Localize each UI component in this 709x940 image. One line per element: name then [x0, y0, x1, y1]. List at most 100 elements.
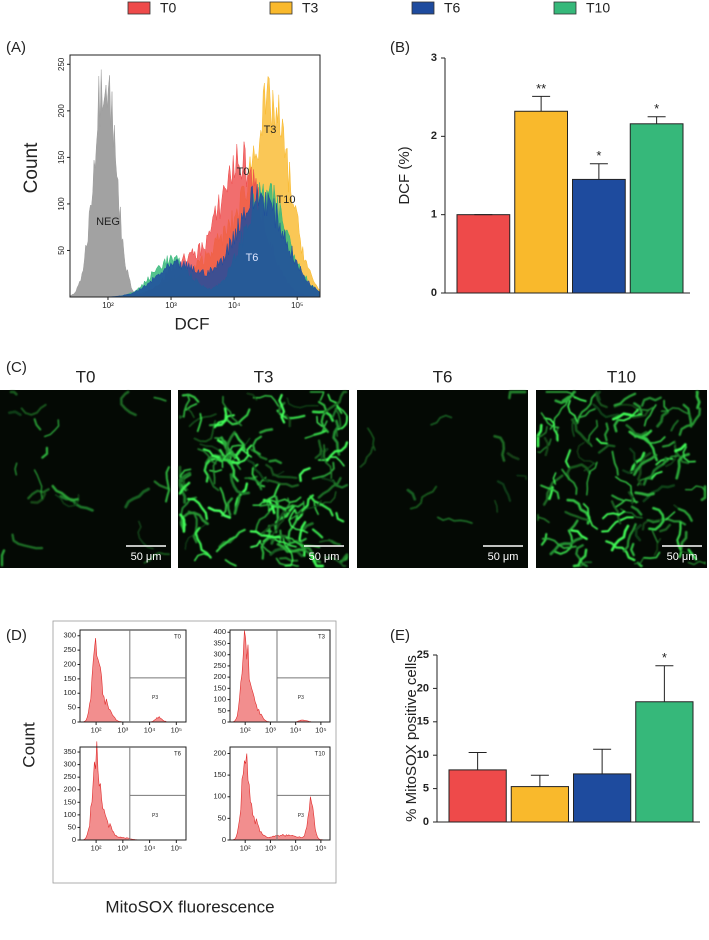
cell-signal [259, 503, 279, 507]
cell-signal [670, 419, 679, 432]
cell-signal [680, 550, 693, 557]
bar [635, 701, 694, 823]
cell-signal [545, 391, 576, 399]
cell-signal [648, 506, 665, 531]
cell-signal [576, 392, 597, 424]
histogram-curve [230, 753, 331, 841]
cell-signal [604, 422, 609, 442]
cell-signal [259, 428, 274, 434]
cell-signal [430, 414, 453, 426]
cell-signal [570, 418, 591, 445]
cell-signal [7, 410, 22, 417]
x-tick-label: 10⁵ [315, 843, 326, 852]
x-tick-label: 10⁴ [144, 843, 156, 852]
y-axis-label: Count [21, 142, 42, 193]
x-tick-label: 10³ [265, 843, 276, 852]
y-tick-label: 150 [213, 770, 226, 779]
cell-signal [687, 548, 698, 561]
cell-signal [406, 488, 417, 501]
x-tick-label: 10⁵ [171, 725, 182, 734]
bar [456, 214, 511, 294]
y-tick-label: 3 [431, 52, 437, 64]
cell-signal [659, 523, 672, 533]
cell-signal [321, 477, 335, 483]
cell-signal [633, 402, 643, 414]
x-tick-label: 10⁴ [290, 843, 302, 852]
error-bar [589, 163, 608, 180]
cell-signal [326, 441, 349, 462]
cell-signal [302, 545, 322, 564]
cell-signal [268, 459, 283, 465]
cell-signal [613, 392, 637, 407]
y-tick-label: 100 [57, 197, 66, 211]
cell-signal [543, 436, 549, 457]
cell-signal [181, 393, 200, 403]
subplot-label: T0 [174, 635, 182, 641]
cell-signal [207, 474, 220, 492]
scale-bar-label: 50 μm [667, 551, 698, 563]
fluorescence [359, 390, 527, 524]
cell-signal [641, 406, 654, 412]
legend-label: T0 [160, 0, 177, 16]
x-tick-label: 10³ [165, 301, 177, 310]
cell-signal [611, 494, 625, 502]
cell-signal [248, 477, 263, 491]
bar [572, 178, 626, 294]
y-tick-label: 50 [218, 706, 226, 715]
cell-signal [309, 495, 334, 517]
cell-signal [124, 487, 150, 509]
cell-signal [643, 551, 661, 559]
cell-signal [656, 410, 669, 428]
y-tick-label: 250 [57, 57, 66, 71]
curves [70, 69, 320, 297]
cell-signal [225, 430, 236, 456]
subplot-frame [79, 746, 187, 841]
image-title: T3 [254, 367, 274, 386]
gate [276, 630, 330, 722]
cell-signal [605, 540, 636, 562]
cell-signal [331, 479, 349, 489]
subplot-frame [229, 746, 331, 841]
cell-signal [572, 548, 588, 568]
gate-label: P3 [298, 813, 304, 819]
significance-mark: * [654, 101, 659, 116]
significance-mark: * [596, 148, 601, 163]
cell-signal [586, 461, 598, 496]
x-tick-label: 10⁵ [291, 301, 303, 310]
cell-signal [537, 438, 552, 454]
panel-frame [52, 620, 337, 884]
error-bar [647, 116, 666, 124]
cell-signal [229, 473, 250, 495]
cell-signal [634, 491, 655, 497]
x-tick-label: 10⁴ [228, 301, 241, 310]
cell-signal [496, 480, 512, 502]
cell-signal [494, 499, 498, 513]
panel-label: (E) [390, 627, 410, 644]
cell-signal [549, 536, 583, 556]
cell-signal [213, 414, 235, 429]
cell-signal [576, 441, 596, 465]
cell-signal [677, 507, 693, 522]
cell-signal [630, 542, 635, 557]
cell-signal [186, 407, 195, 419]
gate [129, 747, 186, 840]
cell-signal [247, 459, 269, 483]
histogram-curve [80, 741, 186, 841]
cell-signal [193, 420, 217, 443]
cell-signal [646, 519, 660, 524]
image-title: T6 [433, 367, 453, 386]
y-tick-label: 0 [431, 287, 437, 299]
cell-signal [583, 462, 595, 472]
cell-signal [595, 437, 608, 445]
cell-signal [258, 540, 273, 555]
cell-signal [14, 462, 18, 476]
cell-signal [493, 434, 506, 462]
cell-signal [179, 415, 183, 419]
subplot-label: T3 [318, 635, 326, 641]
cell-signal [642, 484, 676, 503]
cell-signal [610, 524, 630, 552]
cell-signal [182, 393, 191, 418]
x-tick-label: 10² [91, 843, 102, 852]
cell-signal [627, 491, 634, 505]
